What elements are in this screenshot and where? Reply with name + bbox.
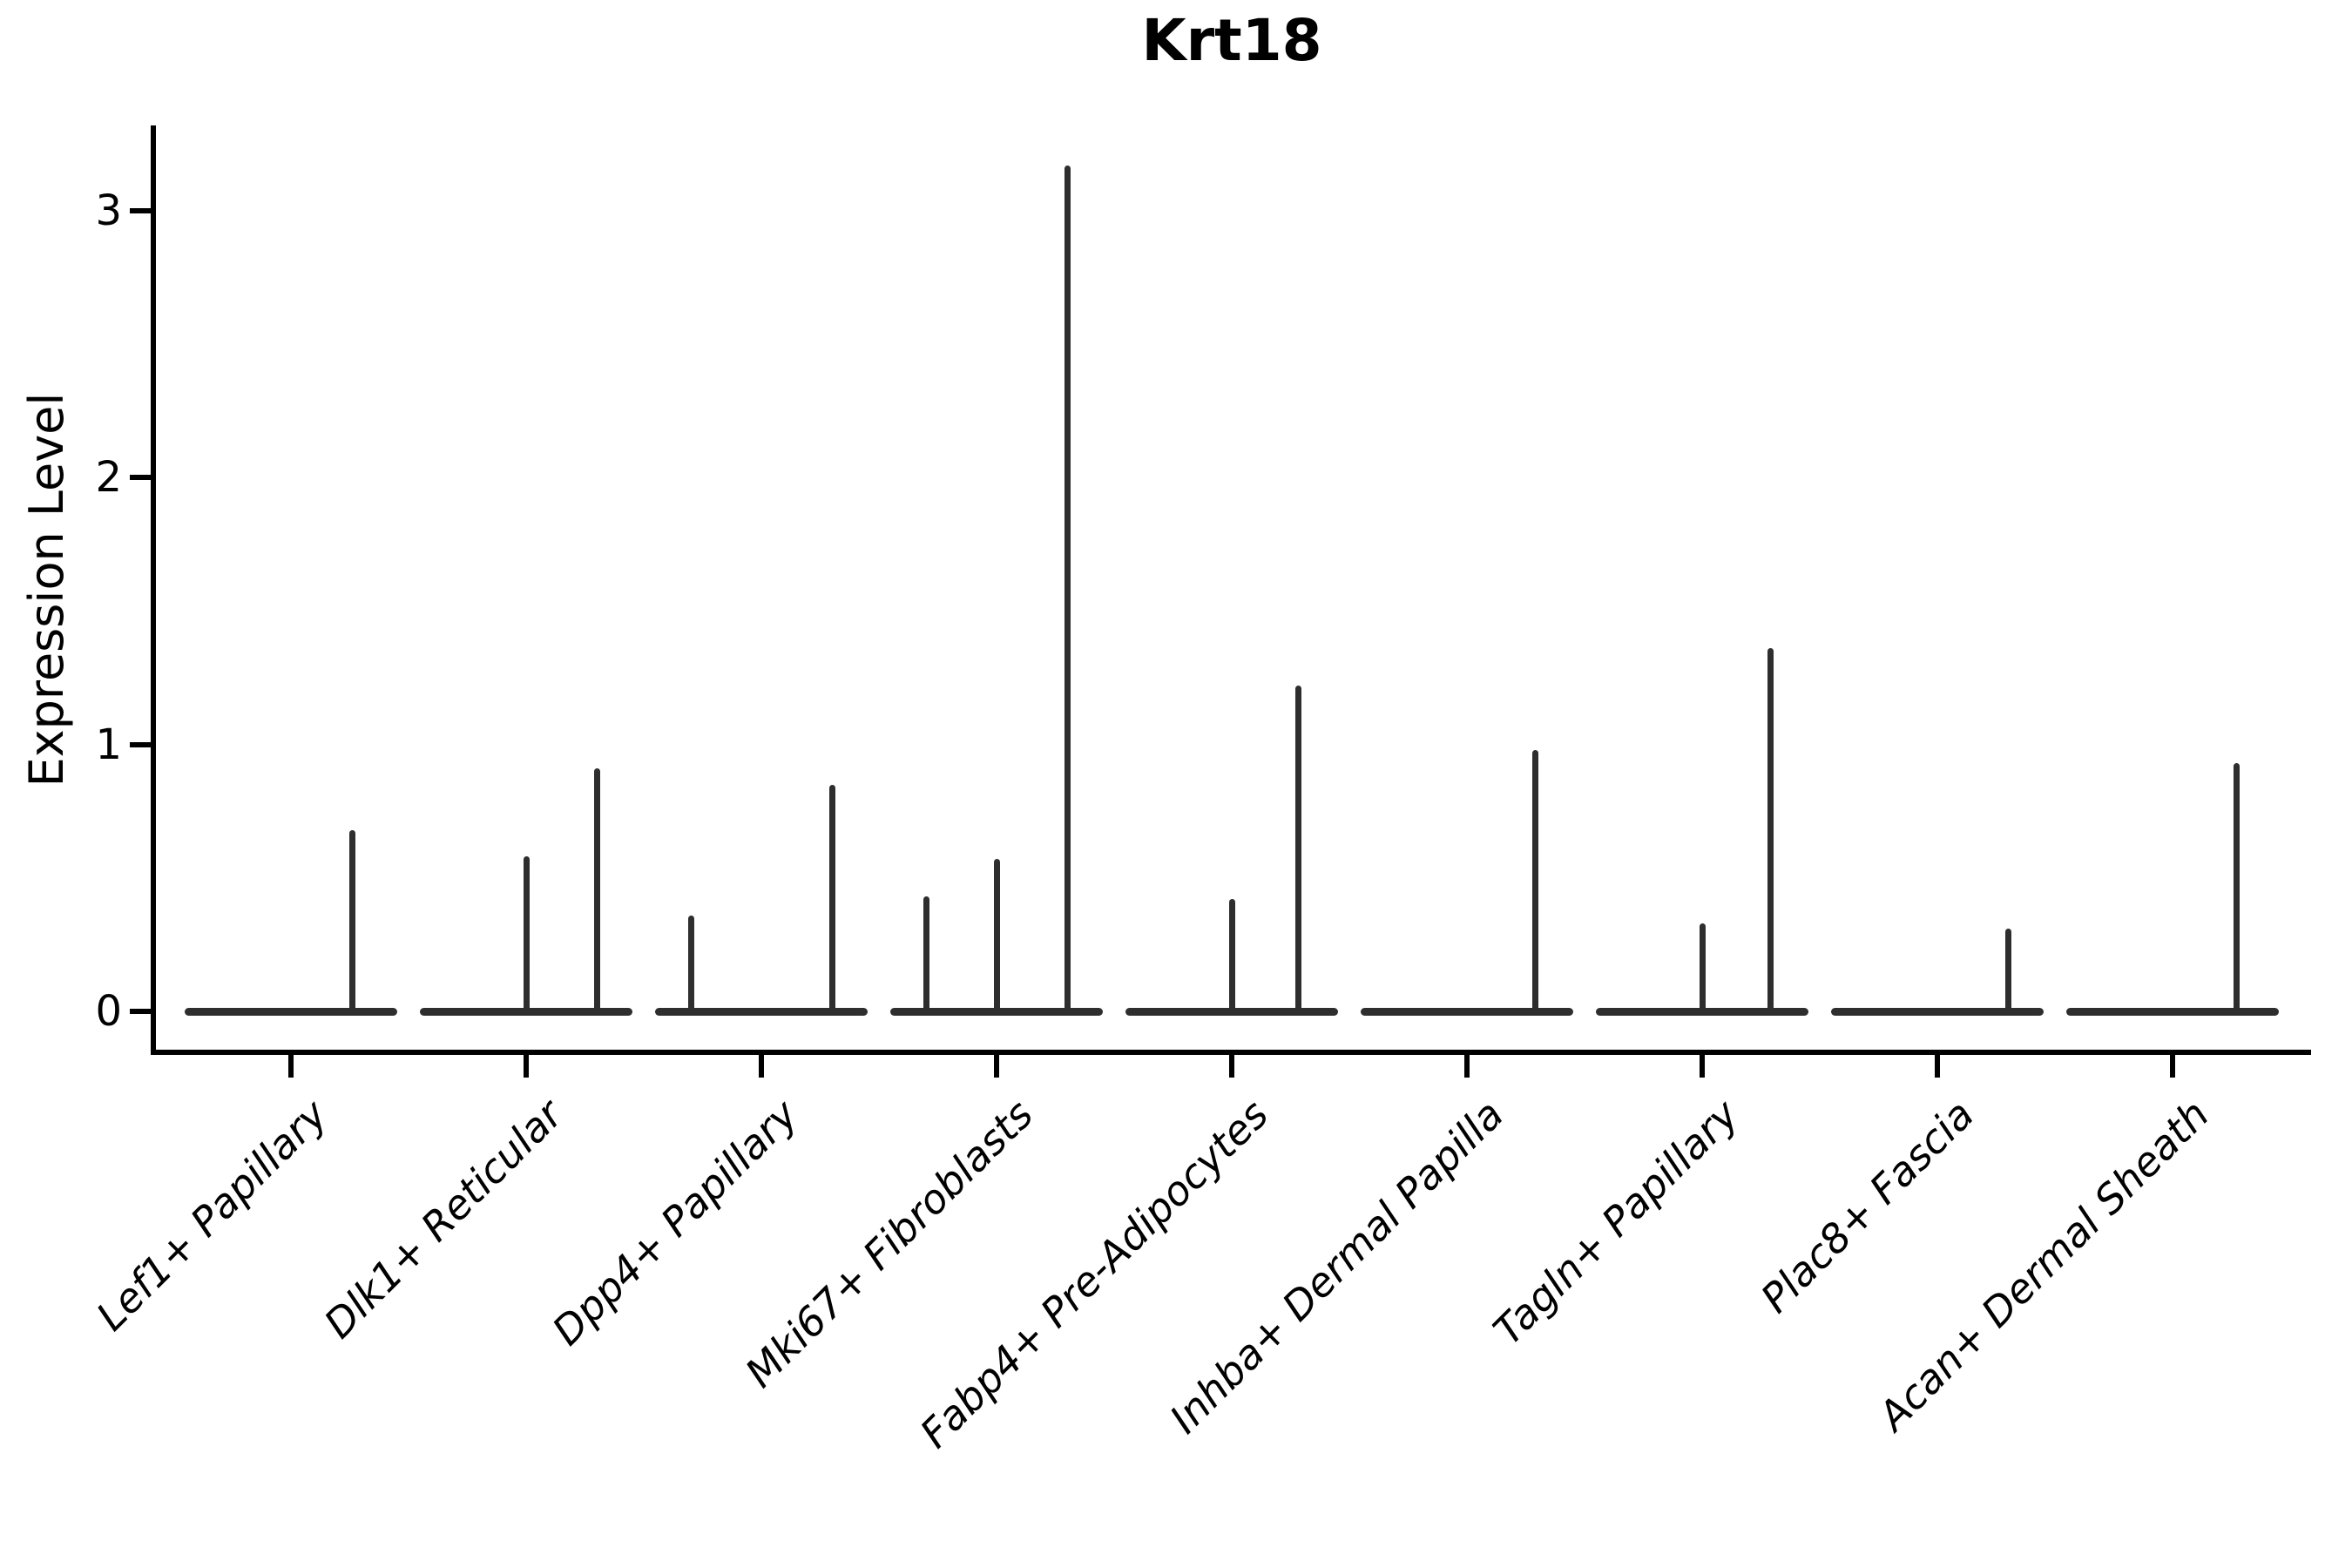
- violin-density-spike: [688, 915, 694, 1011]
- x-tick-label: Dlk1+ Reticular: [314, 1091, 572, 1348]
- violin-baseline: [890, 1008, 1103, 1016]
- chart-title: Krt18: [1141, 7, 1322, 74]
- x-tick-mark: [1700, 1055, 1705, 1078]
- x-tick-label: Lef1+ Papillary: [87, 1091, 337, 1340]
- y-tick-label: 1: [95, 720, 122, 769]
- y-tick-mark: [130, 475, 153, 481]
- violin-density-spike: [923, 896, 929, 1011]
- violin-baseline: [1596, 1008, 1808, 1016]
- x-tick-label: Tagln+ Papillary: [1484, 1091, 1748, 1355]
- violin-baseline: [1361, 1008, 1573, 1016]
- x-tick-mark: [994, 1055, 999, 1078]
- violin-density-spike: [1294, 686, 1301, 1011]
- y-tick-label: 3: [95, 186, 122, 236]
- violin-baseline: [655, 1008, 868, 1016]
- violin-density-spike: [1532, 749, 1539, 1011]
- x-tick-mark: [524, 1055, 529, 1078]
- y-tick-mark: [130, 208, 153, 214]
- x-tick-label: Plac8+ Fascia: [1751, 1091, 1984, 1322]
- violin-density-spike: [1229, 899, 1235, 1011]
- violin-density-spike: [2005, 929, 2011, 1011]
- violin-density-spike: [349, 829, 356, 1011]
- y-tick-mark: [130, 1009, 153, 1014]
- violin-baseline: [185, 1008, 397, 1016]
- violin-density-spike: [524, 856, 530, 1011]
- violin-baseline: [1125, 1008, 1338, 1016]
- x-tick-mark: [288, 1055, 294, 1078]
- y-tick-label: 0: [95, 987, 122, 1036]
- violin-density-spike: [1700, 923, 1706, 1011]
- violin-density-spike: [829, 784, 835, 1011]
- x-axis-spine: [151, 1050, 2311, 1055]
- x-tick-mark: [1229, 1055, 1234, 1078]
- violin-baseline: [420, 1008, 632, 1016]
- x-tick-mark: [759, 1055, 764, 1078]
- violin-density-spike: [2233, 763, 2240, 1011]
- violin-density-spike: [1767, 648, 1774, 1011]
- y-tick-mark: [130, 741, 153, 747]
- violin-density-spike: [994, 859, 1000, 1011]
- violin-density-spike: [1064, 166, 1071, 1011]
- x-tick-mark: [2170, 1055, 2175, 1078]
- violin-density-spike: [594, 768, 600, 1011]
- x-tick-mark: [1935, 1055, 1940, 1078]
- y-tick-label: 2: [95, 453, 122, 503]
- violin-baseline: [2066, 1008, 2279, 1016]
- x-tick-mark: [1464, 1055, 1470, 1078]
- y-axis-spine: [151, 125, 156, 1055]
- x-tick-label: Dpp4+ Papillary: [543, 1091, 808, 1355]
- violin-baseline: [1831, 1008, 2044, 1016]
